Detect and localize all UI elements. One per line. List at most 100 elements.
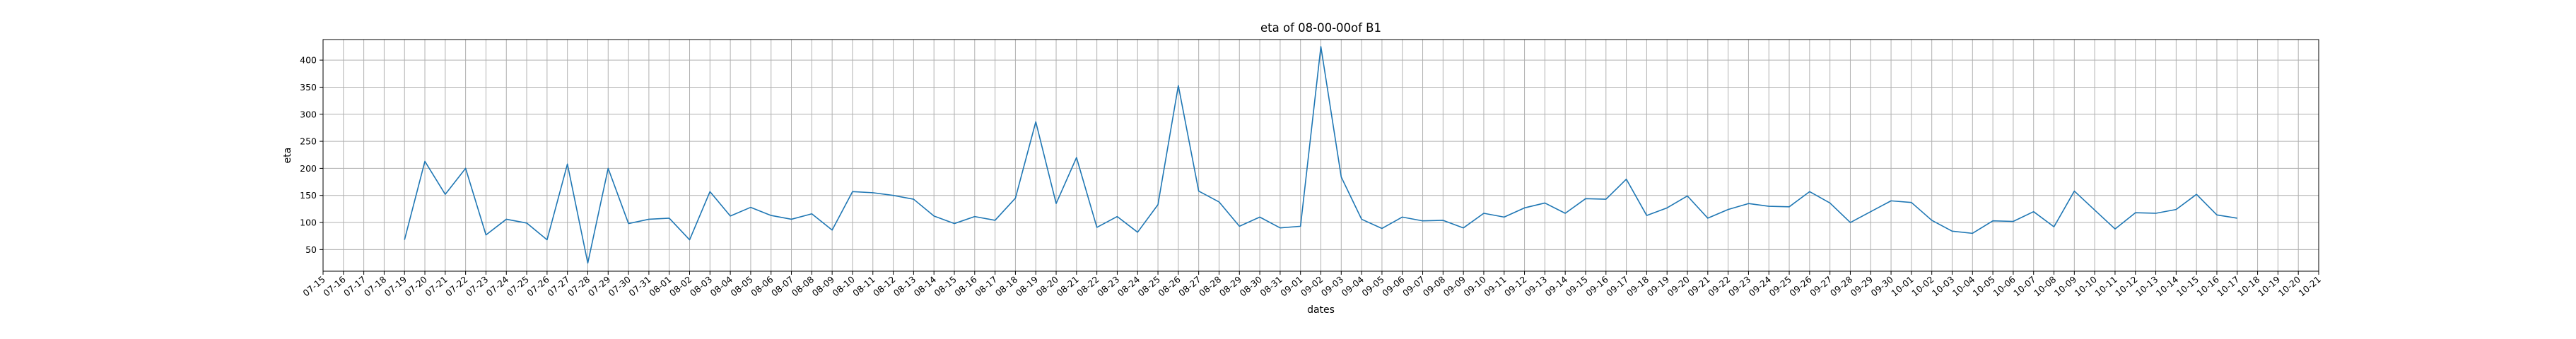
x-tick-label: 10-05 bbox=[1971, 274, 1997, 299]
x-tick-label: 09-13 bbox=[1523, 274, 1549, 299]
x-tick-label: 08-20 bbox=[1034, 274, 1060, 299]
x-tick-label: 10-07 bbox=[2011, 274, 2037, 299]
x-tick-label: 08-18 bbox=[993, 274, 1020, 299]
x-tick-label: 07-22 bbox=[443, 274, 469, 299]
x-tick-label: 09-04 bbox=[1340, 274, 1366, 299]
x-tick-label: 09-14 bbox=[1543, 274, 1570, 299]
x-tick-label: 10-21 bbox=[2296, 274, 2322, 299]
x-tick-label: 09-23 bbox=[1726, 274, 1752, 299]
x-tick-label: 07-20 bbox=[402, 274, 429, 299]
chart-title: eta of 08-00-00of B1 bbox=[1260, 21, 1381, 35]
y-axis-title: eta bbox=[282, 148, 293, 164]
y-axis-ticks: 50 100 150 200 250 300 350 400 bbox=[300, 55, 323, 255]
x-tick-label: 10-01 bbox=[1889, 274, 1915, 299]
x-tick-label: 07-31 bbox=[626, 274, 652, 299]
x-tick-label: 08-17 bbox=[973, 274, 999, 299]
x-tick-label: 10-09 bbox=[2052, 274, 2079, 299]
x-tick-label: 07-23 bbox=[464, 274, 490, 299]
y-tick-label: 250 bbox=[300, 136, 317, 147]
x-tick-label: 09-16 bbox=[1583, 274, 1610, 299]
x-tick-label: 09-25 bbox=[1767, 274, 1793, 299]
x-tick-label: 08-22 bbox=[1075, 274, 1101, 299]
x-tick-label: 09-20 bbox=[1665, 274, 1692, 299]
x-tick-label: 08-02 bbox=[667, 274, 693, 299]
x-tick-label: 07-19 bbox=[382, 274, 409, 299]
x-tick-label: 10-04 bbox=[1950, 274, 1977, 299]
x-tick-label: 10-02 bbox=[1909, 274, 1936, 299]
x-tick-label: 09-30 bbox=[1869, 274, 1896, 299]
x-tick-label: 08-06 bbox=[749, 274, 775, 299]
x-tick-label: 09-01 bbox=[1278, 274, 1304, 299]
x-tick-label: 09-10 bbox=[1461, 274, 1488, 299]
x-tick-label: 07-18 bbox=[362, 274, 389, 299]
x-tick-label: 07-26 bbox=[525, 274, 551, 299]
x-tick-label: 08-10 bbox=[830, 274, 857, 299]
x-tick-label: 09-28 bbox=[1828, 274, 1855, 299]
x-tick-label: 09-19 bbox=[1645, 274, 1672, 299]
x-tick-label: 09-07 bbox=[1400, 274, 1427, 299]
x-tick-label: 10-12 bbox=[2113, 274, 2139, 299]
x-tick-label: 07-17 bbox=[341, 274, 368, 299]
x-tick-label: 09-08 bbox=[1421, 274, 1448, 299]
x-tick-label: 07-29 bbox=[586, 274, 613, 299]
x-tick-label: 10-03 bbox=[1930, 274, 1956, 299]
x-tick-label: 10-11 bbox=[2092, 274, 2119, 299]
x-tick-label: 09-02 bbox=[1299, 274, 1325, 299]
x-tick-label: 07-27 bbox=[545, 274, 571, 299]
x-tick-label: 09-05 bbox=[1359, 274, 1386, 299]
x-tick-label: 09-06 bbox=[1380, 274, 1407, 299]
x-tick-label: 08-09 bbox=[810, 274, 837, 299]
x-tick-label: 08-12 bbox=[871, 274, 897, 299]
y-tick-label: 400 bbox=[300, 55, 317, 66]
x-tick-label: 09-26 bbox=[1787, 274, 1814, 299]
x-tick-label: 10-13 bbox=[2133, 274, 2160, 299]
x-tick-label: 08-28 bbox=[1197, 274, 1224, 299]
x-tick-label: 09-21 bbox=[1685, 274, 1711, 299]
y-tick-label: 50 bbox=[305, 244, 317, 255]
x-tick-label: 08-01 bbox=[647, 274, 673, 299]
x-tick-label: 08-15 bbox=[932, 274, 958, 299]
x-axis-ticks: 07-1507-1607-1707-1807-1907-2007-2107-22… bbox=[300, 271, 2323, 299]
x-tick-label: 10-20 bbox=[2276, 274, 2303, 299]
x-tick-label: 07-24 bbox=[484, 274, 511, 299]
grid bbox=[322, 40, 2319, 271]
series-layer bbox=[404, 46, 2237, 264]
x-tick-label: 10-06 bbox=[1991, 274, 2018, 299]
series-line bbox=[404, 46, 2237, 264]
x-tick-label: 07-16 bbox=[321, 274, 348, 299]
x-tick-label: 09-17 bbox=[1604, 274, 1630, 299]
x-tick-label: 08-16 bbox=[952, 274, 979, 299]
x-tick-label: 09-15 bbox=[1563, 274, 1589, 299]
x-tick-label: 10-10 bbox=[2073, 274, 2100, 299]
y-tick-label: 350 bbox=[300, 82, 317, 93]
x-tick-label: 08-21 bbox=[1054, 274, 1080, 299]
x-tick-label: 09-18 bbox=[1624, 274, 1651, 299]
x-tick-label: 08-03 bbox=[688, 274, 714, 299]
y-tick-label: 300 bbox=[300, 109, 317, 119]
x-tick-label: 10-18 bbox=[2235, 274, 2262, 299]
x-tick-label: 07-15 bbox=[300, 274, 327, 299]
x-tick-label: 09-12 bbox=[1502, 274, 1528, 299]
x-tick-label: 09-03 bbox=[1319, 274, 1345, 299]
x-tick-label: 07-25 bbox=[505, 274, 531, 299]
x-tick-label: 09-09 bbox=[1441, 274, 1468, 299]
x-tick-label: 10-16 bbox=[2194, 274, 2221, 299]
x-tick-label: 09-11 bbox=[1482, 274, 1508, 299]
y-tick-label: 150 bbox=[300, 190, 317, 201]
x-tick-label: 08-29 bbox=[1217, 274, 1244, 299]
x-tick-label: 08-24 bbox=[1116, 274, 1142, 299]
x-tick-label: 08-26 bbox=[1156, 274, 1183, 299]
x-tick-label: 10-19 bbox=[2256, 274, 2283, 299]
x-tick-label: 09-22 bbox=[1706, 274, 1732, 299]
x-tick-label: 10-14 bbox=[2154, 274, 2181, 299]
x-tick-label: 08-13 bbox=[891, 274, 918, 299]
x-tick-label: 10-15 bbox=[2174, 274, 2201, 299]
x-tick-label: 08-31 bbox=[1258, 274, 1284, 299]
x-tick-label: 08-05 bbox=[728, 274, 754, 299]
x-tick-label: 10-08 bbox=[2032, 274, 2059, 299]
x-tick-label: 07-30 bbox=[607, 274, 633, 299]
x-tick-label: 10-17 bbox=[2215, 274, 2241, 299]
x-tick-label: 08-11 bbox=[850, 274, 877, 299]
x-tick-label: 08-04 bbox=[708, 274, 735, 299]
